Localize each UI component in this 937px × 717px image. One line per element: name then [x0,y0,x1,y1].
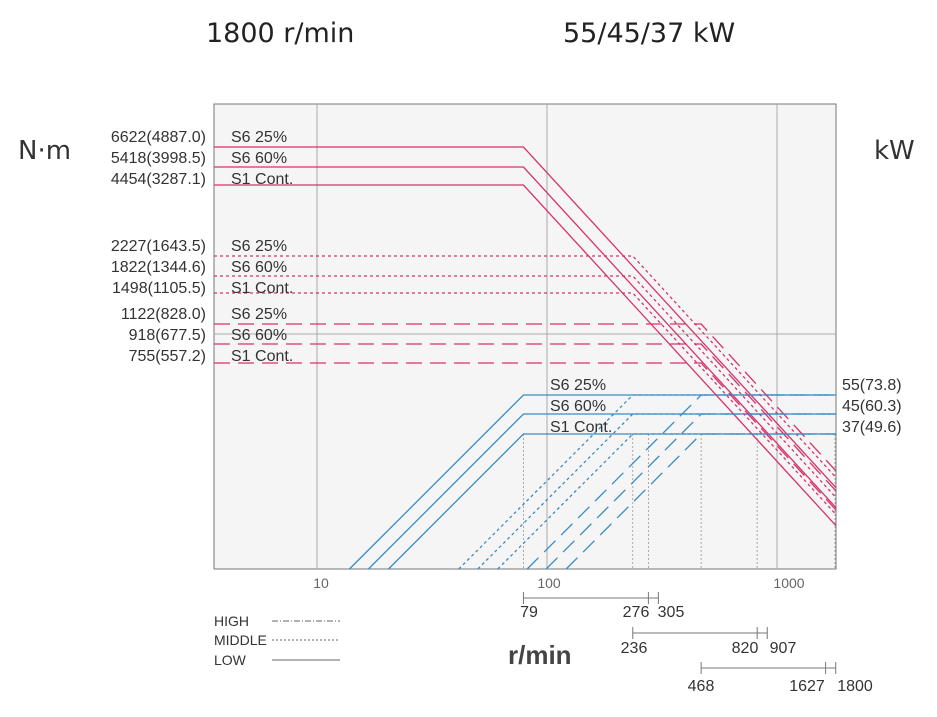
duty-label-high-s1: S1 Cont. [231,171,294,188]
duty-label-middle-s6-25: S6 25% [231,238,288,255]
speed-marker-middle-base: 236 [620,640,648,657]
speed-marker-high-base: 79 [520,604,538,621]
power-curve-middle-s6-25 [458,394,836,570]
header-power: 55/45/37 kW [563,18,736,49]
duty-label-low-s1: S1 Cont. [231,348,294,365]
duty-label-high-s6-25: S6 25% [231,129,288,146]
duty-label-high-s6-60: S6 60% [231,150,288,167]
speed-marker-low-mid: 1627 [789,678,825,695]
torque-curve-middle-s6-60 [214,275,837,498]
torque-curve-high-s1 [214,184,837,527]
torque-value-low-s6-25: 1122(828.0) [120,306,206,323]
duty-label-middle-s1: S1 Cont. [231,280,294,297]
speed-marker-middle-max: 907 [769,640,797,657]
legend-label-middle: MIDDLE [214,632,267,648]
duty-label-low-s6-60: S6 60% [231,327,288,344]
power-curve-middle-s6-60 [477,413,836,570]
speed-marker-low-base: 468 [687,678,715,695]
torque-value-low-s6-60: 918(677.5) [128,327,206,344]
power-value-s6-25: 55(73.8) [842,377,902,394]
power-curve-low-s6-60 [545,413,836,570]
speed-marker-high-mid: 276 [622,604,650,621]
torque-value-middle-s6-60: 1822(1344.6) [110,259,206,276]
torque-curve-high-s6-25 [214,146,837,489]
power-value-s6-60: 45(60.3) [842,398,902,415]
power-curve-low-s1 [565,433,836,570]
duty-label-middle-s6-60: S6 60% [231,259,288,276]
torque-value-high-s6-25: 6622(4887.0) [110,129,206,146]
power-value-s1: 37(49.6) [842,419,902,436]
torque-value-high-s6-60: 5418(3998.5) [110,150,206,167]
torque-curve-middle-s6-25 [214,255,837,478]
torque-value-low-s1: 755(557.2) [128,348,206,365]
torque-value-high-s1: 4454(3287.1) [110,171,206,188]
torque-unit-label: N·m [18,136,72,166]
power-label-s1: S1 Cont. [550,419,613,436]
x-tick-label: 1000 [773,575,805,591]
duty-label-low-s6-25: S6 25% [231,306,288,323]
torque-curve-high-s6-60 [214,166,837,509]
x-axis-label: r/min [508,640,572,670]
torque-value-middle-s6-25: 2227(1643.5) [110,238,206,255]
torque-curve-middle-s1 [214,292,837,515]
power-curve-middle-s1 [497,433,836,570]
torque-curve-low-s1 [214,362,837,511]
x-tick-label: 100 [537,575,561,591]
header-speed: 1800 r/min [206,18,355,49]
x-tick-label: 10 [313,575,329,591]
speed-marker-low-max: 1800 [837,678,873,695]
power-curve-low-s6-25 [526,394,836,570]
power-unit-label: kW [874,136,915,166]
power-label-s6-25: S6 25% [550,377,607,394]
torque-value-middle-s1: 1498(1105.5) [112,280,206,297]
legend-label-high: HIGH [214,613,249,629]
power-label-s6-60: S6 60% [550,398,607,415]
speed-marker-middle-mid: 820 [731,640,759,657]
plot-area [213,103,837,570]
speed-marker-high-max: 305 [657,604,685,621]
torque-curve-low-s6-60 [214,343,837,492]
torque-curve-low-s6-25 [214,323,837,472]
legend-label-low: LOW [214,652,246,668]
